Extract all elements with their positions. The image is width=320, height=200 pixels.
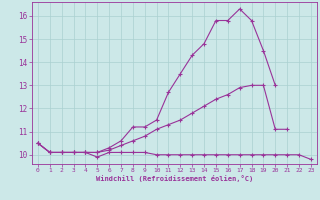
X-axis label: Windchill (Refroidissement éolien,°C): Windchill (Refroidissement éolien,°C) — [96, 175, 253, 182]
